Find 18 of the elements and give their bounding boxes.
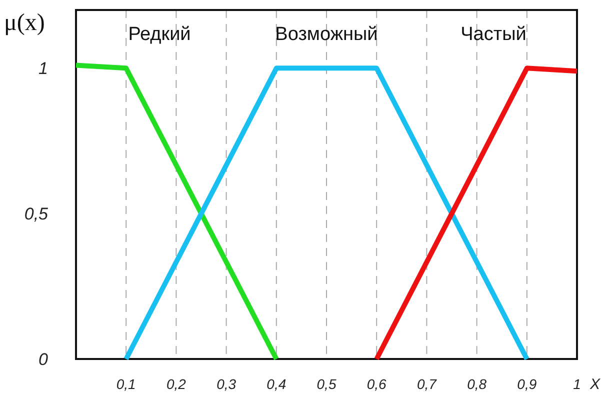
series-label: Частый bbox=[460, 24, 526, 45]
x-tick-label: 0,4 bbox=[266, 376, 286, 392]
series-label: Редкий bbox=[128, 24, 191, 45]
x-tick-label: 0,9 bbox=[517, 376, 537, 392]
x-tick-label: 0,1 bbox=[116, 376, 136, 392]
x-tick-label: 0,5 bbox=[316, 376, 336, 392]
y-axis-title: μ(x) bbox=[4, 10, 45, 36]
x-tick-label: 0,2 bbox=[166, 376, 186, 392]
series-label: Возможный bbox=[275, 24, 378, 45]
x-tick-label: 0,8 bbox=[467, 376, 487, 392]
y-tick-label: 1 bbox=[38, 59, 48, 78]
x-tick-label: 0,3 bbox=[216, 376, 236, 392]
x-tick-label: 1 bbox=[573, 376, 581, 392]
x-tick-label: 0,6 bbox=[366, 376, 387, 392]
y-tick-label: 0,5 bbox=[24, 204, 49, 224]
x-tick-label: 0,7 bbox=[416, 376, 438, 392]
x-axis-title: X bbox=[588, 376, 601, 393]
y-tick-label: 0 bbox=[38, 350, 49, 369]
